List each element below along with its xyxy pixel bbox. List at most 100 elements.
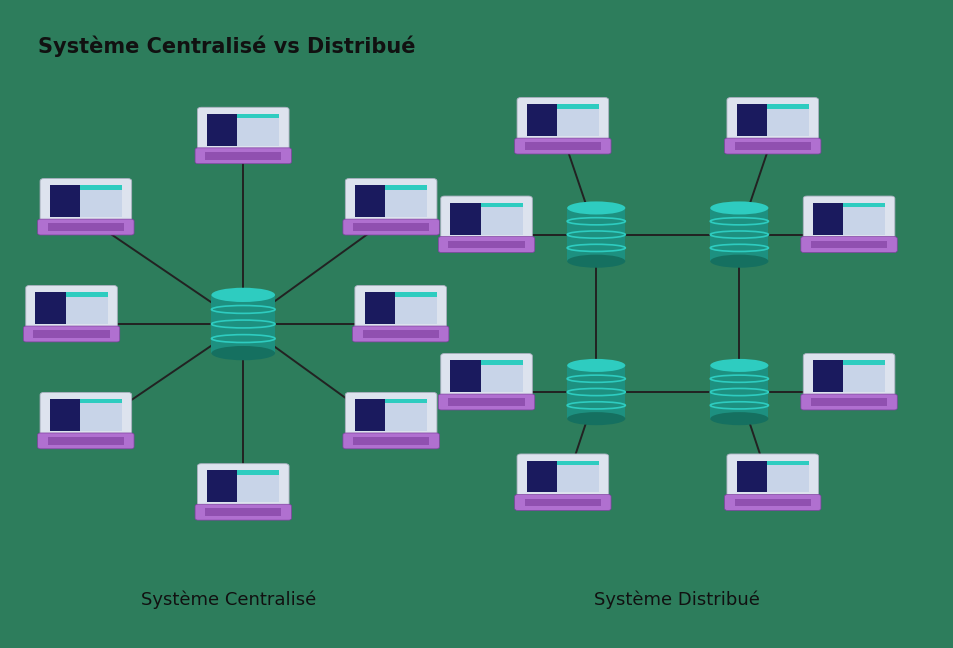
Bar <box>395 292 436 324</box>
Bar <box>364 292 395 324</box>
FancyBboxPatch shape <box>194 148 292 164</box>
Bar <box>207 114 237 146</box>
Bar <box>80 185 122 217</box>
FancyBboxPatch shape <box>37 433 134 449</box>
Text: Système Distribué: Système Distribué <box>594 590 760 608</box>
FancyBboxPatch shape <box>352 326 449 342</box>
Bar <box>766 104 808 136</box>
Bar <box>736 461 766 492</box>
Bar <box>50 399 80 431</box>
Bar <box>812 360 842 392</box>
FancyBboxPatch shape <box>440 196 532 241</box>
Bar <box>385 185 427 190</box>
Bar <box>80 399 122 431</box>
Ellipse shape <box>710 412 767 425</box>
FancyBboxPatch shape <box>517 98 608 143</box>
Bar <box>524 498 600 506</box>
FancyBboxPatch shape <box>802 354 894 399</box>
FancyBboxPatch shape <box>26 286 117 330</box>
Text: Système Centralisé: Système Centralisé <box>141 590 316 608</box>
Bar <box>842 360 884 392</box>
Bar <box>736 104 766 136</box>
FancyBboxPatch shape <box>800 237 897 253</box>
Bar <box>355 185 385 217</box>
Bar <box>385 399 427 404</box>
FancyBboxPatch shape <box>517 454 608 499</box>
FancyBboxPatch shape <box>342 219 439 235</box>
Ellipse shape <box>567 255 624 268</box>
Ellipse shape <box>212 346 274 360</box>
FancyBboxPatch shape <box>440 354 532 399</box>
Ellipse shape <box>567 202 624 214</box>
Bar <box>66 292 108 324</box>
Bar <box>812 203 842 235</box>
FancyBboxPatch shape <box>37 219 134 235</box>
Bar <box>205 508 281 516</box>
Bar <box>205 152 281 159</box>
Ellipse shape <box>212 288 274 302</box>
Bar <box>450 203 480 235</box>
Bar <box>80 399 122 404</box>
Bar <box>237 114 279 146</box>
Bar <box>66 292 108 297</box>
Bar <box>766 461 808 465</box>
Ellipse shape <box>567 359 624 372</box>
Bar <box>557 461 598 492</box>
Bar <box>395 292 436 297</box>
Bar <box>842 360 884 365</box>
FancyBboxPatch shape <box>40 179 132 224</box>
FancyBboxPatch shape <box>514 138 611 154</box>
Bar <box>567 365 624 419</box>
FancyBboxPatch shape <box>723 494 821 511</box>
Bar <box>212 295 274 353</box>
Bar <box>237 114 279 119</box>
Bar <box>766 461 808 492</box>
Bar <box>48 437 124 445</box>
Bar <box>526 104 557 136</box>
FancyBboxPatch shape <box>345 393 436 437</box>
Bar <box>526 461 557 492</box>
Bar <box>810 398 886 406</box>
Ellipse shape <box>710 359 767 372</box>
Bar <box>710 365 767 419</box>
FancyBboxPatch shape <box>194 504 292 520</box>
Bar <box>842 203 884 235</box>
Ellipse shape <box>567 412 624 425</box>
Bar <box>448 398 524 406</box>
FancyBboxPatch shape <box>802 196 894 241</box>
Bar <box>385 185 427 217</box>
Bar <box>35 292 66 324</box>
Bar <box>734 498 810 506</box>
Bar <box>33 330 110 338</box>
Bar <box>362 330 438 338</box>
Bar <box>810 240 886 248</box>
FancyBboxPatch shape <box>437 394 535 410</box>
Bar <box>353 437 429 445</box>
FancyBboxPatch shape <box>800 394 897 410</box>
Bar <box>524 142 600 150</box>
FancyBboxPatch shape <box>726 454 818 499</box>
Bar <box>557 104 598 136</box>
Bar <box>355 399 385 431</box>
Bar <box>207 470 237 502</box>
Bar <box>734 142 810 150</box>
Bar <box>448 240 524 248</box>
FancyBboxPatch shape <box>23 326 120 342</box>
FancyBboxPatch shape <box>40 393 132 437</box>
Bar <box>237 470 279 475</box>
Bar <box>557 104 598 109</box>
Bar <box>480 203 522 207</box>
Bar <box>480 360 522 365</box>
Bar <box>842 203 884 207</box>
FancyBboxPatch shape <box>197 108 289 152</box>
FancyBboxPatch shape <box>197 464 289 509</box>
Bar <box>480 360 522 392</box>
Ellipse shape <box>710 202 767 214</box>
Bar <box>48 223 124 231</box>
Bar <box>567 208 624 261</box>
Bar <box>50 185 80 217</box>
Bar <box>450 360 480 392</box>
Bar <box>385 399 427 431</box>
Text: Système Centralisé vs Distribué: Système Centralisé vs Distribué <box>38 36 416 57</box>
FancyBboxPatch shape <box>342 433 439 449</box>
